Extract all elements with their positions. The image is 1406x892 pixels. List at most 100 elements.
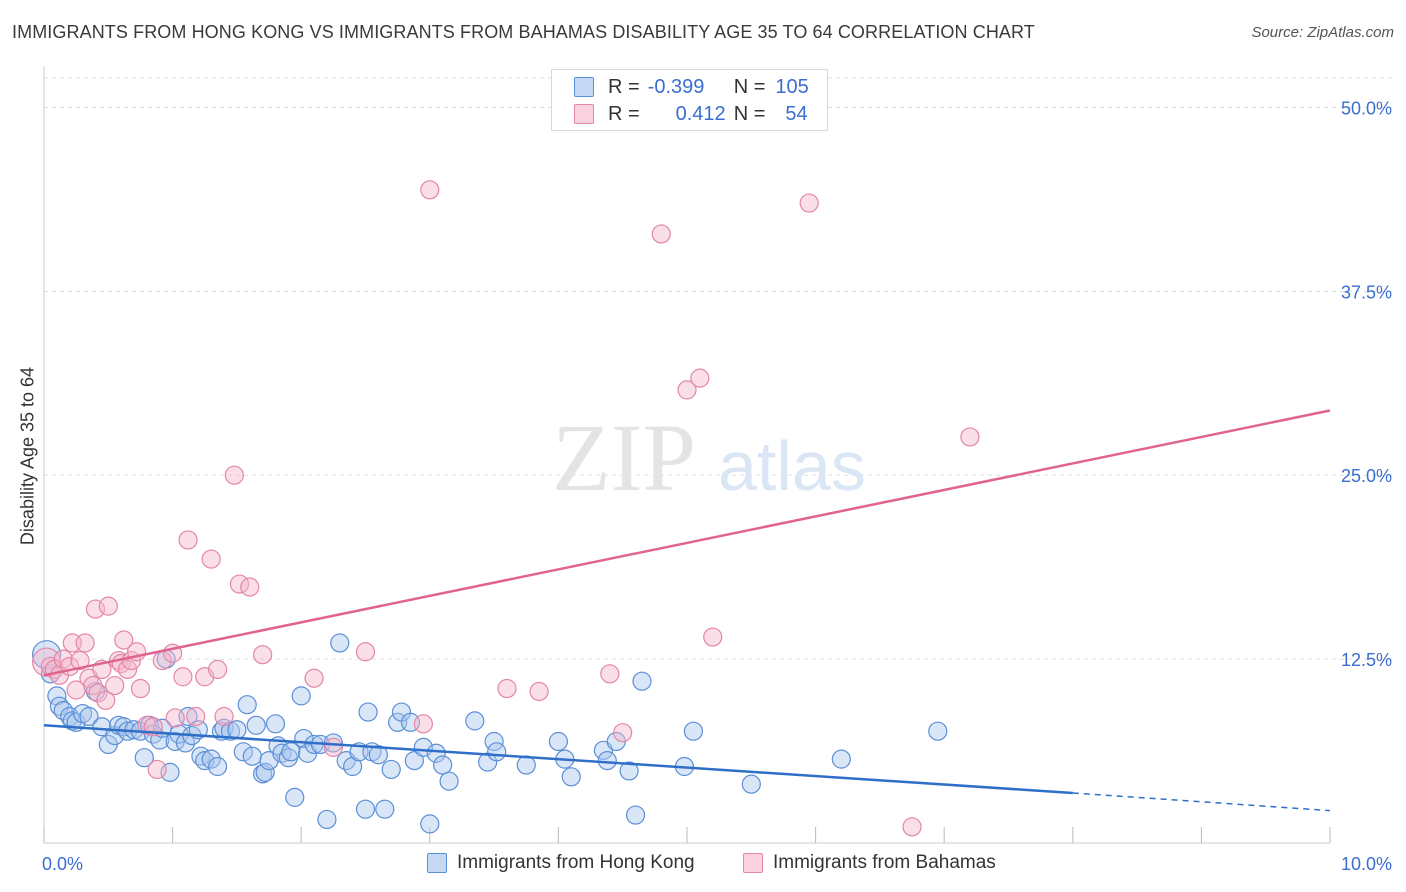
point-hong-kong	[355, 799, 376, 819]
point-bahamas	[240, 577, 260, 597]
point-hong-kong	[79, 706, 99, 727]
y-axis-label: Disability Age 35 to 64	[17, 366, 38, 546]
point-hong-kong	[233, 742, 253, 762]
point-bahamas	[173, 667, 193, 687]
trend-line-bahamas	[43, 409, 1331, 677]
point-hong-kong	[381, 759, 401, 780]
point-bahamas	[224, 465, 244, 485]
y-tick-label: 37.5%	[1341, 282, 1392, 302]
bottom-swatch-pink	[743, 853, 763, 873]
point-bahamas	[529, 681, 549, 702]
legend-r-label: R =	[608, 102, 640, 125]
point-bahamas	[420, 180, 440, 200]
point-hong-kong	[208, 756, 228, 777]
watermark-zip: ZIP	[552, 404, 696, 511]
point-hong-kong	[375, 799, 395, 819]
point-bahamas	[355, 642, 376, 662]
bottom-legend-hong-kong: Immigrants from Hong Kong	[427, 852, 695, 874]
tick-labels: 12.5% 25.0% 37.5% 50.0% 0.0% 10.0%	[42, 98, 1392, 874]
legend-row-hong-kong: R = -0.399 N = 105	[574, 74, 809, 100]
x-tick-label: 0.0%	[42, 854, 83, 874]
point-hong-kong	[246, 715, 266, 735]
point-bahamas	[105, 675, 125, 696]
y-tick-label: 12.5%	[1341, 650, 1392, 670]
stats-legend: R = -0.399 N = 105 R = 0.412 N = 54	[551, 69, 828, 131]
point-bahamas	[88, 683, 108, 703]
point-hong-kong	[928, 721, 948, 741]
point-hong-kong	[358, 702, 378, 722]
point-hong-kong	[285, 787, 305, 807]
point-hong-kong	[317, 809, 337, 830]
point-bahamas	[703, 627, 723, 647]
point-bahamas	[137, 715, 157, 735]
point-hong-kong	[242, 746, 262, 766]
point-bahamas	[96, 690, 116, 710]
source-credit: Source: ZipAtlas.com	[1251, 24, 1394, 41]
point-bahamas	[70, 650, 90, 671]
point-bahamas	[75, 633, 95, 653]
trend-line-hong-kong	[43, 724, 1073, 795]
point-hong-kong	[201, 749, 221, 769]
point-hong-kong	[683, 721, 704, 741]
legend-swatch-pink	[574, 104, 594, 124]
point-hong-kong	[465, 711, 485, 731]
point-bahamas	[323, 737, 343, 757]
legend-n-label: N =	[733, 102, 766, 125]
point-bahamas	[201, 549, 221, 569]
point-hong-kong	[632, 671, 652, 691]
point-bahamas	[304, 668, 324, 688]
point-bahamas	[413, 714, 433, 734]
point-bahamas	[902, 817, 922, 837]
point-hong-kong	[831, 749, 851, 769]
y-tick-label: 25.0%	[1341, 466, 1392, 486]
point-bahamas	[677, 380, 697, 400]
legend-r-value: 0.412	[675, 102, 726, 125]
watermark-atlas: atlas	[718, 427, 866, 505]
point-bahamas	[178, 530, 198, 550]
point-hong-kong	[597, 751, 617, 771]
bottom-swatch-blue	[427, 853, 447, 873]
legend-n-value: 54	[785, 102, 808, 125]
axes	[43, 66, 1331, 844]
legend-swatch-blue	[574, 77, 594, 97]
point-bahamas	[165, 708, 185, 728]
data-points	[31, 180, 980, 837]
point-bahamas	[114, 630, 134, 650]
bottom-legend-label: Immigrants from Bahamas	[773, 852, 996, 873]
point-bahamas	[53, 649, 73, 669]
point-hong-kong	[31, 640, 62, 670]
legend-row-bahamas: R = 0.412 N = 54	[574, 101, 808, 127]
point-hong-kong	[255, 762, 275, 782]
point-hong-kong	[625, 805, 646, 825]
chart-title: IMMIGRANTS FROM HONG KONG VS IMMIGRANTS …	[12, 22, 1035, 42]
legend-r-label: R =	[608, 75, 640, 98]
legend-n-label: N =	[733, 75, 766, 98]
point-hong-kong	[548, 731, 569, 752]
point-hong-kong	[433, 755, 453, 775]
x-tick-label: 10.0%	[1341, 854, 1392, 874]
point-bahamas	[253, 645, 273, 665]
point-hong-kong	[291, 686, 311, 706]
point-hong-kong	[420, 814, 440, 834]
point-bahamas	[186, 706, 206, 727]
point-bahamas	[147, 759, 167, 780]
point-hong-kong	[237, 695, 257, 715]
point-hong-kong	[439, 771, 459, 791]
point-bahamas	[208, 659, 228, 680]
trend-line-hong-kong-extension	[1072, 792, 1331, 812]
y-tick-label: 50.0%	[1341, 98, 1392, 118]
bottom-legend-bahamas: Immigrants from Bahamas	[743, 852, 996, 874]
point-hong-kong	[741, 774, 761, 794]
point-bahamas	[960, 427, 980, 447]
point-hong-kong	[487, 742, 507, 762]
point-bahamas	[799, 193, 819, 213]
point-bahamas	[690, 368, 710, 388]
point-hong-kong	[404, 751, 424, 771]
trend-lines	[43, 409, 1331, 812]
point-hong-kong	[330, 633, 350, 653]
watermark: ZIP atlas	[552, 404, 866, 511]
bottom-legend-label: Immigrants from Hong Kong	[457, 852, 695, 873]
point-bahamas	[497, 678, 517, 699]
legend-n-value: 105	[775, 75, 809, 98]
